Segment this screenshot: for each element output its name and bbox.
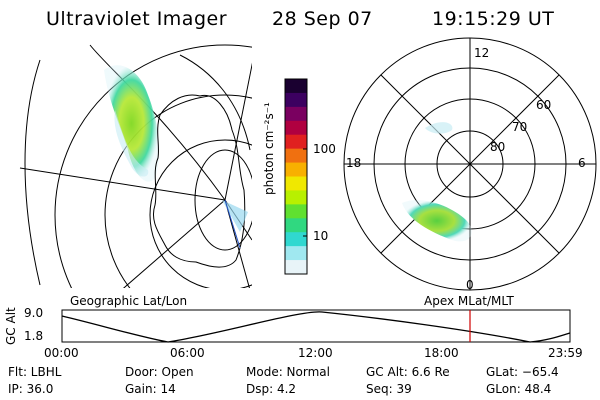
polar-plot — [343, 37, 597, 291]
mlat-label-70: 70 — [512, 120, 528, 134]
timeline-ytick-high: 9.0 — [24, 306, 44, 320]
mlt-label-12: 12 — [474, 46, 490, 60]
altitude-timeline — [61, 309, 571, 343]
mlt-label-0: 0 — [466, 278, 474, 292]
colorbar-tick-10: 10 — [313, 229, 329, 243]
observation-time: 19:15:29 UT — [432, 8, 555, 30]
colorbar-swatch — [285, 79, 307, 94]
colorbar-swatch — [285, 246, 307, 261]
timeline-xtick-1200: 12:00 — [298, 346, 333, 360]
mlat-label-80: 80 — [490, 140, 506, 154]
polar-panel-label: Apex MLat/MLT — [424, 294, 514, 308]
geographic-map — [19, 44, 252, 288]
colorbar-swatch — [285, 120, 307, 136]
colorbar-swatch — [285, 92, 307, 108]
colorbar-swatch — [285, 106, 307, 122]
ip-readout: IP: 36.0 — [8, 382, 54, 396]
observation-date: 28 Sep 07 — [272, 8, 373, 30]
mlat-label-60: 60 — [536, 98, 552, 112]
gc-alt-readout: GC Alt: 6.6 Re — [366, 365, 450, 379]
gain-readout: Gain: 14 — [125, 382, 176, 396]
timeline-xtick-0000: 00:00 — [44, 346, 79, 360]
colorbar — [284, 78, 308, 275]
colorbar-swatch — [285, 134, 307, 150]
colorbar-swatch — [285, 148, 307, 164]
dsp-readout: Dsp: 4.2 — [246, 382, 297, 396]
colorbar-swatch — [285, 176, 307, 191]
timeline-xtick-2359: 23:59 — [548, 346, 583, 360]
mlt-label-6: 6 — [578, 156, 586, 170]
colorbar-swatch — [285, 260, 307, 275]
colorbar-swatch — [285, 190, 307, 205]
colorbar-tick-100: 100 — [313, 142, 336, 156]
colorbar-label: photon cm⁻²s⁻¹ — [262, 102, 276, 195]
glat-readout: GLat: −65.4 — [486, 365, 559, 379]
colorbar-swatch — [285, 162, 307, 177]
door-readout: Door: Open — [125, 365, 194, 379]
geographic-panel-label: Geographic Lat/Lon — [70, 294, 188, 308]
timeline-y-label: GC Alt — [4, 307, 18, 345]
mode-readout: Mode: Normal — [246, 365, 330, 379]
colorbar-swatch — [285, 218, 307, 233]
timeline-ytick-low: 1.8 — [24, 329, 44, 343]
mlt-label-18: 18 — [346, 156, 362, 170]
colorbar-swatch — [285, 204, 307, 219]
colorbar-swatch — [285, 232, 307, 247]
timeline-xtick-0600: 06:00 — [170, 346, 205, 360]
filter-readout: Flt: LBHL — [8, 365, 62, 379]
glon-readout: GLon: 48.4 — [486, 382, 552, 396]
seq-readout: Seq: 39 — [366, 382, 412, 396]
timeline-xtick-1800: 18:00 — [424, 346, 459, 360]
instrument-title: Ultraviolet Imager — [46, 8, 228, 30]
